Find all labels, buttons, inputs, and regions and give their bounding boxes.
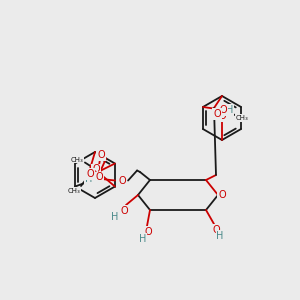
Text: O: O — [213, 109, 221, 119]
Text: CH₃: CH₃ — [68, 188, 80, 194]
Text: CH₃: CH₃ — [70, 157, 83, 163]
Text: H: H — [111, 212, 119, 222]
Text: H: H — [226, 105, 234, 115]
Text: O: O — [86, 169, 94, 179]
Text: H: H — [85, 175, 93, 184]
Text: O: O — [120, 206, 128, 216]
Text: O: O — [92, 164, 100, 175]
Text: O: O — [97, 151, 105, 160]
Text: H: H — [139, 234, 147, 244]
Text: O: O — [219, 105, 227, 115]
Text: CH₃: CH₃ — [236, 115, 248, 121]
Text: H: H — [216, 231, 224, 241]
Text: O: O — [89, 170, 97, 181]
Text: O: O — [218, 190, 226, 200]
Text: O: O — [95, 172, 103, 182]
Text: O: O — [118, 176, 126, 185]
Text: O: O — [212, 225, 220, 235]
Text: O: O — [144, 227, 152, 237]
Text: O: O — [218, 111, 226, 121]
